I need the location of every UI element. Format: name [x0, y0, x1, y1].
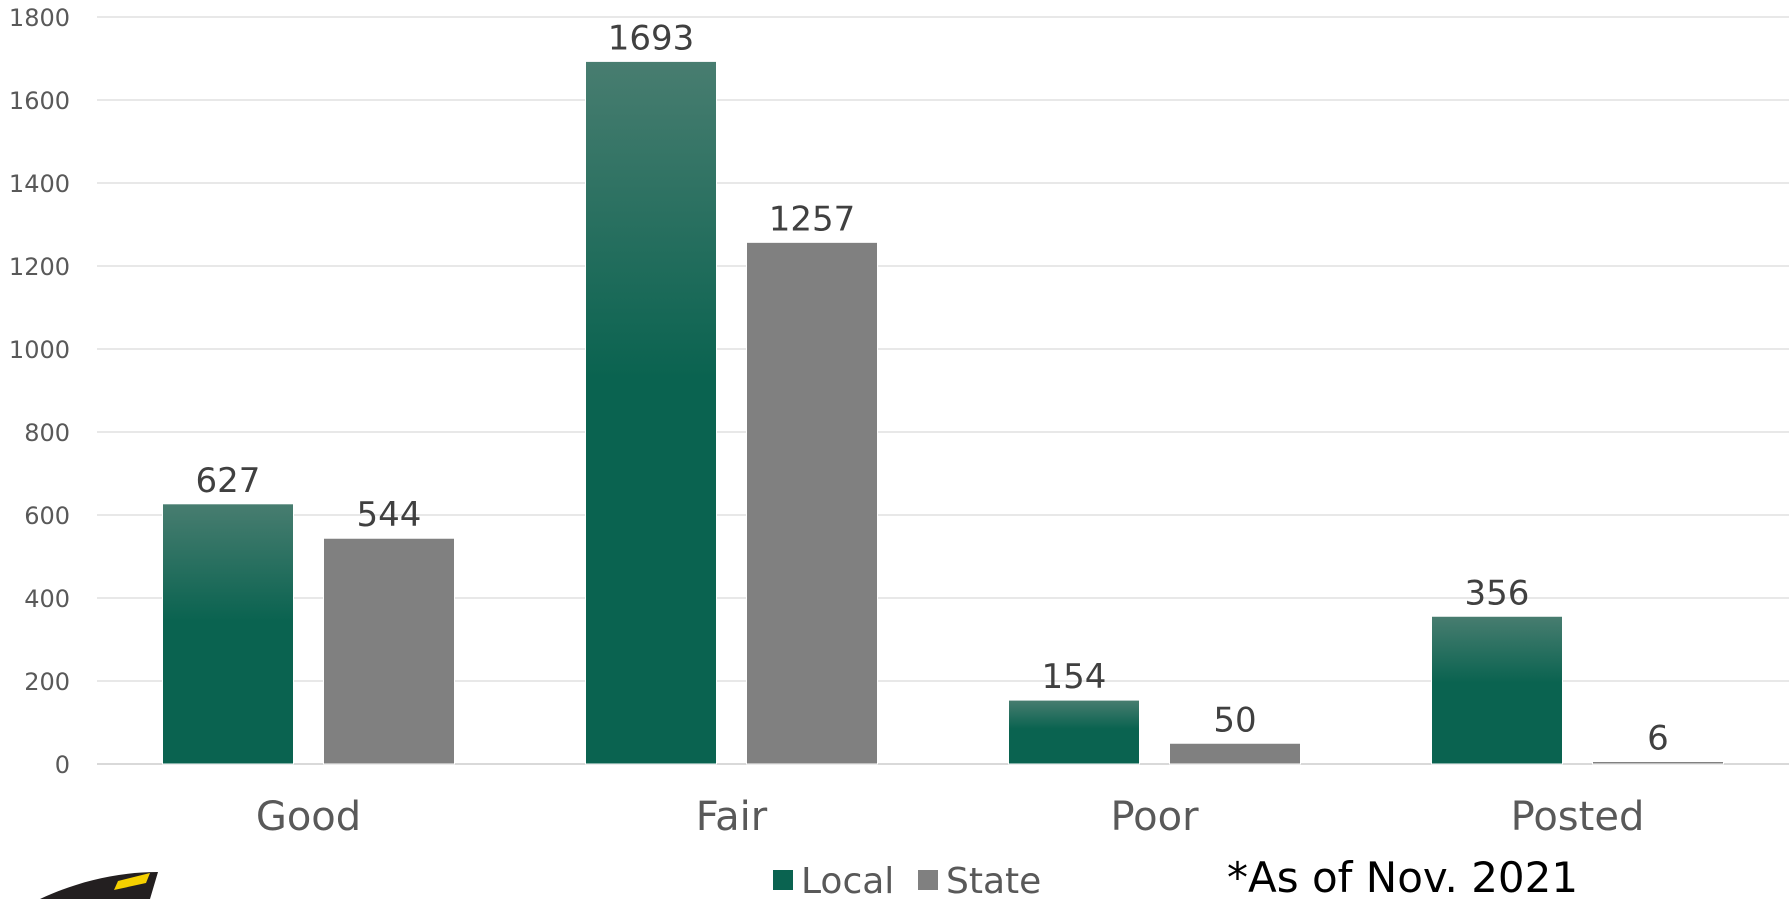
- data-label-local-fair: 1693: [608, 18, 695, 58]
- bar-local-good: [162, 503, 294, 765]
- y-tick-label: 400: [24, 585, 70, 613]
- y-tick-label: 1200: [9, 253, 70, 281]
- y-tick-label: 0: [55, 751, 70, 779]
- y-axis-labels: 0 200 400 600 800 1000 1200 1400 1600 1800: [9, 4, 70, 779]
- y-tick-label: 600: [24, 502, 70, 530]
- category-labels: Good Fair Poor Posted: [256, 794, 1645, 840]
- y-tick-label: 800: [24, 419, 70, 447]
- data-label-local-good: 627: [196, 461, 261, 501]
- bar-state-fair: [746, 241, 878, 765]
- y-tick-label: 1600: [9, 87, 70, 115]
- category-label-poor: Poor: [1110, 794, 1199, 840]
- data-label-state-poor: 50: [1213, 700, 1256, 740]
- data-label-local-posted: 356: [1465, 573, 1530, 613]
- logo: [40, 872, 158, 899]
- legend-swatch-local: [773, 870, 793, 890]
- legend-label-local: Local: [801, 861, 894, 899]
- legend-label-state: State: [946, 861, 1041, 899]
- bar-state-poor: [1169, 742, 1301, 765]
- bar-local-poor: [1008, 699, 1140, 765]
- bar-state-posted: [1592, 761, 1724, 765]
- bars: [162, 60, 1724, 765]
- data-label-state-posted: 6: [1647, 719, 1669, 759]
- y-tick-label: 1800: [9, 4, 70, 32]
- logo-stripe: [114, 873, 150, 890]
- category-label-fair: Fair: [696, 794, 768, 840]
- date-note: *As of Nov. 2021: [1227, 853, 1578, 899]
- data-label-state-fair: 1257: [769, 199, 856, 239]
- legend-swatch-state: [918, 870, 938, 890]
- data-labels: 627 544 1693 1257 154 50 356 6: [196, 18, 1669, 758]
- bar-state-good: [323, 537, 455, 765]
- bar-local-fair: [585, 60, 717, 765]
- bar-local-posted: [1431, 615, 1563, 765]
- data-label-local-poor: 154: [1042, 657, 1107, 697]
- y-tick-label: 1400: [9, 170, 70, 198]
- legend: Local State: [773, 861, 1041, 899]
- data-label-state-good: 544: [357, 495, 422, 535]
- category-label-posted: Posted: [1511, 794, 1645, 840]
- y-tick-label: 1000: [9, 336, 70, 364]
- y-tick-label: 200: [24, 668, 70, 696]
- category-label-good: Good: [256, 794, 361, 840]
